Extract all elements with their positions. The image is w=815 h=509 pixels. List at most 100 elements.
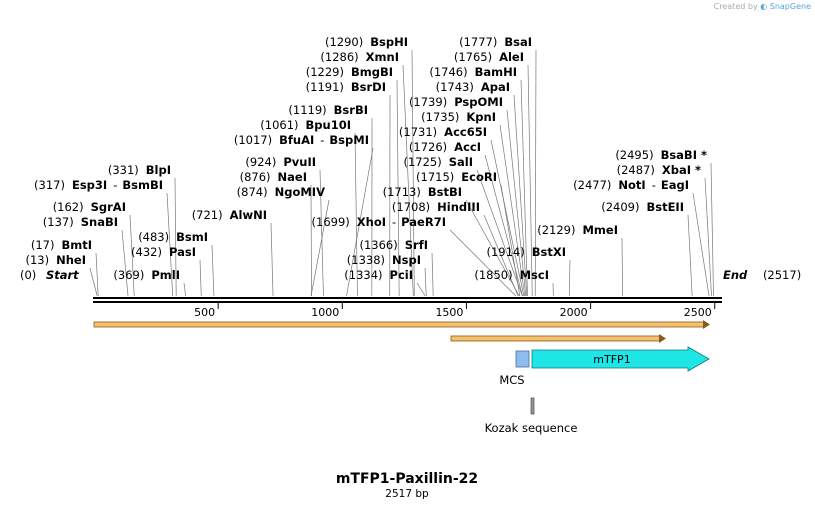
site-label-pmli[interactable]: (369) PmlI xyxy=(113,268,180,282)
site-label-blpi[interactable]: (331) BlpI xyxy=(108,163,171,177)
site-pos: (1743) xyxy=(436,80,474,94)
site-name: BamHI xyxy=(475,65,517,79)
site-extension-lines xyxy=(89,49,714,297)
site-label-alei[interactable]: (1765) AleI xyxy=(454,50,524,64)
site-pos: (1191) xyxy=(306,80,344,94)
site-label-pcii[interactable]: (1334) PciI xyxy=(344,268,413,282)
site-label-pvuii[interactable]: (924) PvuII xyxy=(245,155,316,169)
site-label-esp3i[interactable]: (317) Esp3I - BsmBI xyxy=(34,178,163,192)
site-label-xbai[interactable]: (2487) XbaI * xyxy=(617,163,701,177)
site-pos: (1739) xyxy=(409,95,447,109)
site-pos: (1366) xyxy=(360,238,398,252)
site-label-acc65i[interactable]: (1731) Acc65I xyxy=(399,125,487,139)
site-label-sali[interactable]: (1725) SalI xyxy=(403,155,473,169)
site-label-naei[interactable]: (876) NaeI xyxy=(240,170,307,184)
site-label-bsteii[interactable]: (2409) BstEII xyxy=(601,200,684,214)
end-pos: (2517) xyxy=(763,268,801,282)
site-name: BstEII xyxy=(646,200,684,214)
site-name: PasI xyxy=(169,245,196,259)
site-name: HindIII xyxy=(437,200,480,214)
site-pos: (1713) xyxy=(383,185,421,199)
site-label-ngomiv[interactable]: (874) NgoMIV xyxy=(237,185,325,199)
site-label-bfuai[interactable]: (1017) BfuAI - BspMI xyxy=(234,133,369,147)
site-label-bstxi[interactable]: (1914) BstXI xyxy=(486,245,566,259)
site-label-bmgbi[interactable]: (1229) BmgBI xyxy=(306,65,393,79)
site-label-bsphi[interactable]: (1290) BspHI xyxy=(325,35,408,49)
site-label-bpu10i[interactable]: (1061) Bpu10I xyxy=(260,118,351,132)
site-label-pspomi[interactable]: (1739) PspOMI xyxy=(409,95,503,109)
site-line-bmgbi xyxy=(396,79,400,297)
kozak-label: Kozak sequence xyxy=(485,421,578,435)
site-alt-name: BspMI xyxy=(329,133,369,147)
site-line-noti xyxy=(692,192,710,297)
site-name: NotI xyxy=(618,178,645,192)
site-pos: (317) xyxy=(34,178,65,192)
site-label-bsai[interactable]: (1777) BsaI xyxy=(459,35,532,49)
site-pos: (1286) xyxy=(320,50,358,64)
site-label-msci[interactable]: (1850) MscI xyxy=(474,268,549,282)
site-label-srfi[interactable]: (1366) SrfI xyxy=(360,238,429,252)
start-name: Start xyxy=(46,268,79,282)
site-pos: (432) xyxy=(131,245,162,259)
site-pos: (1735) xyxy=(421,110,459,124)
site-label-kpni[interactable]: (1735) KpnI xyxy=(421,110,496,124)
site-name: BlpI xyxy=(146,163,171,177)
site-name: PspOMI xyxy=(454,95,503,109)
site-name: PmlI xyxy=(151,268,180,282)
ruler-tick-label: 1000 xyxy=(311,306,339,319)
orf-arrow-long[interactable] xyxy=(93,320,710,329)
site-label-bamhi[interactable]: (1746) BamHI xyxy=(429,65,517,79)
site-label-apai[interactable]: (1743) ApaI xyxy=(436,80,510,94)
orf-arrow-short[interactable] xyxy=(450,334,666,343)
kozak-feature-tick[interactable] xyxy=(530,397,535,415)
site-label-snabi[interactable]: (137) SnaBI xyxy=(43,215,118,229)
site-line-srfi xyxy=(431,252,434,297)
site-label-nspi[interactable]: (1338) NspI xyxy=(347,253,421,267)
site-label-bsrdi[interactable]: (1191) BsrDI xyxy=(306,80,386,94)
site-line-kpni xyxy=(499,124,526,297)
mcs-feature-box[interactable] xyxy=(515,350,530,368)
site-label-bstbi[interactable]: (1713) BstBI xyxy=(383,185,462,199)
site-label-hindiii[interactable]: (1708) HindIII xyxy=(392,200,480,214)
site-name: PvuII xyxy=(283,155,316,169)
site-name: Acc65I xyxy=(444,125,487,139)
site-line-pvuii xyxy=(319,169,324,297)
site-label-mmei[interactable]: (2129) MmeI xyxy=(537,223,618,237)
site-pos: (2495) xyxy=(615,148,653,162)
site-line-bpu10i xyxy=(354,132,358,297)
backbone-bottom-strand xyxy=(93,301,722,303)
site-label-bsrbi[interactable]: (1119) BsrBI xyxy=(288,103,368,117)
mtfp1-feature-arrow[interactable] xyxy=(531,346,710,372)
site-line-pmli xyxy=(183,282,186,297)
site-label-alwni[interactable]: (721) AlwNI xyxy=(192,208,267,222)
site-pos: (2477) xyxy=(573,178,611,192)
site-pos: (1017) xyxy=(234,133,272,147)
site-alt-name: BsmBI xyxy=(122,178,163,192)
site-pos: (1850) xyxy=(474,268,512,282)
site-label-sgrai[interactable]: (162) SgrAI xyxy=(53,200,126,214)
site-label-acci[interactable]: (1726) AccI xyxy=(409,140,481,154)
site-pos: (2487) xyxy=(617,163,655,177)
site-label-noti[interactable]: (2477) NotI - EagI xyxy=(573,178,689,192)
site-name: SgrAI xyxy=(91,200,126,214)
site-label-bsmi[interactable]: (483) BsmI xyxy=(138,230,208,244)
site-label-pasi[interactable]: (432) PasI xyxy=(131,245,196,259)
site-label-xmni[interactable]: (1286) XmnI xyxy=(320,50,399,64)
site-name: XhoI xyxy=(357,215,386,229)
site-pos: (1777) xyxy=(459,35,497,49)
site-line-pcii xyxy=(416,282,426,297)
site-line-nspi xyxy=(424,267,427,297)
site-label-xhoi[interactable]: (1699) XhoI - PaeR7I xyxy=(312,215,446,229)
site-label-nhei[interactable]: (13) NheI xyxy=(26,253,87,267)
site-line-snabi xyxy=(121,229,129,297)
site-line-xhoi xyxy=(449,229,517,297)
site-label-bmti[interactable]: (17) BmtI xyxy=(31,238,92,252)
site-label-ecori[interactable]: (1715) EcoRI xyxy=(416,170,497,184)
site-line-alwni xyxy=(270,222,274,297)
site-name: SnaBI xyxy=(81,215,118,229)
site-line-bstbi xyxy=(465,199,520,297)
site-label-bsabi[interactable]: (2495) BsaBI * xyxy=(615,148,707,162)
site-line-bsmi xyxy=(211,244,215,297)
site-pos: (483) xyxy=(138,230,169,244)
